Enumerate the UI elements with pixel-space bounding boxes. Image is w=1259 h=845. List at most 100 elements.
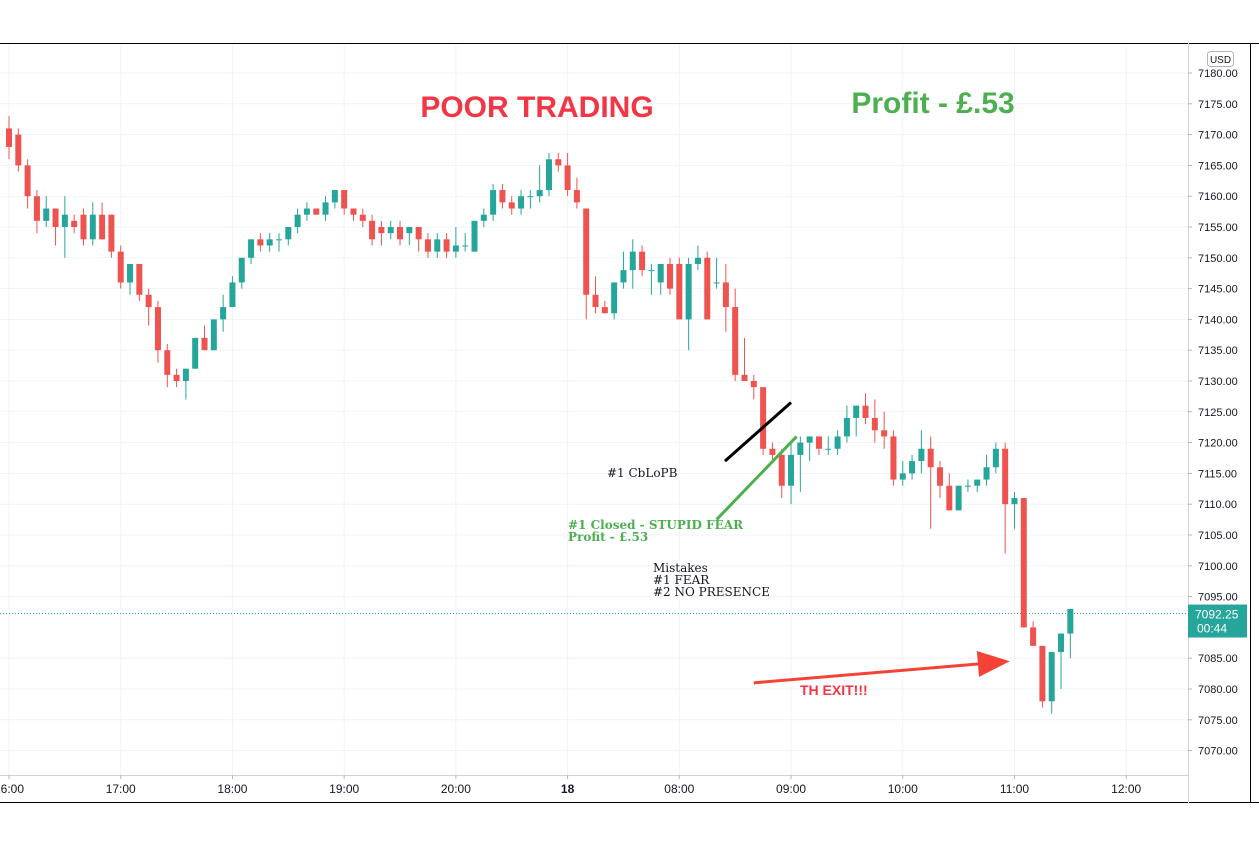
candle-body bbox=[238, 257, 245, 283]
y-tick-label: 7165.00 bbox=[1198, 160, 1238, 172]
candle-body bbox=[192, 337, 199, 369]
y-tick-label: 7110.00 bbox=[1198, 499, 1237, 511]
y-tick-label: 7115.00 bbox=[1198, 468, 1237, 480]
candle-body bbox=[620, 270, 627, 283]
x-tick-label: 17:00 bbox=[106, 782, 136, 796]
candle-body bbox=[611, 282, 618, 314]
candle-body bbox=[229, 282, 236, 308]
currency-badge[interactable]: USD bbox=[1207, 51, 1234, 67]
candle-body bbox=[992, 448, 999, 468]
candle-body bbox=[955, 485, 962, 511]
y-tick-label: 7100.00 bbox=[1198, 561, 1238, 573]
exit-arrow-shaft bbox=[753, 662, 979, 685]
candle-body bbox=[43, 208, 50, 221]
price-axis[interactable]: 7180.00 7175.00 7170.00 7165.00 7160.00 7155.… bbox=[1188, 68, 1238, 758]
x-tick-label: 10:00 bbox=[888, 782, 918, 796]
mistake-2: #2 NO PRESENCE bbox=[653, 585, 770, 599]
candle-body bbox=[480, 214, 487, 221]
mistake-1: #1 FEAR bbox=[653, 573, 710, 587]
candle-body bbox=[862, 405, 869, 418]
candle-body bbox=[648, 270, 655, 272]
profit-headline: Profit - £.53 bbox=[851, 87, 1014, 120]
candle-body bbox=[778, 454, 785, 486]
x-tick-label: 09:00 bbox=[776, 782, 806, 796]
candle-body bbox=[573, 190, 580, 203]
candle-body bbox=[294, 214, 301, 227]
time-axis[interactable]: 16:00 17:00 18:00 19:00 20:00 18 08:00 09:00 10:… bbox=[0, 775, 1142, 796]
candle-body bbox=[275, 239, 282, 241]
y-tick-label: 7080.00 bbox=[1198, 684, 1238, 696]
candle-body bbox=[918, 448, 925, 462]
x-tick-label: 18 bbox=[561, 782, 575, 796]
candle-body bbox=[843, 417, 850, 437]
last-price-value: 7092.25 bbox=[1195, 608, 1239, 622]
candle-body bbox=[499, 190, 506, 203]
candle-body bbox=[378, 227, 385, 234]
candle-body bbox=[657, 263, 664, 283]
candle-body bbox=[359, 214, 366, 221]
mistakes-heading: Mistakes bbox=[653, 561, 708, 575]
candle-body bbox=[341, 190, 348, 209]
closed-label: #1 Closed - STUPID FEAR bbox=[568, 518, 744, 532]
candle-body bbox=[834, 436, 841, 449]
y-tick-label: 7085.00 bbox=[1198, 653, 1238, 665]
candle-body bbox=[564, 165, 571, 191]
candle-body bbox=[220, 307, 227, 320]
candle-body bbox=[210, 319, 217, 351]
candle-body bbox=[806, 436, 813, 443]
candle-body bbox=[80, 214, 87, 240]
closed-profit-label: Profit - £.53 bbox=[568, 530, 648, 544]
y-tick-label: 7180.00 bbox=[1198, 68, 1238, 80]
y-tick-label: 7070.00 bbox=[1198, 746, 1238, 758]
candle-body bbox=[629, 251, 636, 271]
candle-body bbox=[667, 263, 674, 289]
candle-body bbox=[871, 417, 878, 431]
candle-body bbox=[136, 263, 143, 295]
x-tick-label: 12:00 bbox=[1111, 782, 1141, 796]
y-tick-label: 7125.00 bbox=[1198, 407, 1238, 419]
candle-body bbox=[518, 196, 525, 209]
candle-body bbox=[108, 214, 115, 252]
candle-body bbox=[527, 196, 534, 198]
candle-body bbox=[387, 227, 394, 234]
cblopb-label: #1 CbLoPB bbox=[607, 466, 678, 480]
candle-body bbox=[1067, 608, 1074, 634]
candle-body bbox=[704, 257, 711, 320]
candle-body bbox=[909, 461, 916, 474]
candle-body bbox=[536, 190, 543, 197]
candle-body bbox=[508, 202, 515, 209]
y-tick-label: 7095.00 bbox=[1198, 592, 1238, 604]
countdown-value: 00:44 bbox=[1197, 622, 1227, 636]
candle-body bbox=[285, 227, 292, 240]
candle-body bbox=[322, 202, 329, 215]
candle-body bbox=[406, 227, 413, 234]
candle-body bbox=[145, 294, 152, 308]
x-tick-label: 19:00 bbox=[329, 782, 359, 796]
candle-body bbox=[33, 196, 40, 221]
y-tick-label: 7145.00 bbox=[1198, 284, 1238, 296]
y-tick-label: 7140.00 bbox=[1198, 314, 1238, 326]
currency-label: USD bbox=[1210, 55, 1231, 66]
candle-body bbox=[397, 227, 404, 240]
candle-body bbox=[732, 307, 739, 375]
grid bbox=[0, 44, 1188, 775]
candle-body bbox=[1002, 448, 1009, 505]
candle-body bbox=[201, 337, 208, 351]
x-tick-label: 08:00 bbox=[664, 782, 694, 796]
exit-arrow-head bbox=[976, 651, 1010, 677]
candle-body bbox=[61, 214, 68, 227]
y-tick-label: 7160.00 bbox=[1198, 191, 1238, 203]
candle-body bbox=[89, 214, 96, 240]
candle-body bbox=[24, 165, 31, 197]
x-tick-label: 20:00 bbox=[441, 782, 471, 796]
candle-body bbox=[452, 245, 459, 252]
candle-body bbox=[881, 430, 888, 437]
candle-body bbox=[154, 307, 161, 351]
last-price-label: 7092.25 00:44 bbox=[1188, 604, 1247, 638]
candle-body bbox=[1020, 498, 1027, 628]
candle-body bbox=[555, 159, 562, 166]
y-tick-label: 7120.00 bbox=[1198, 438, 1238, 450]
